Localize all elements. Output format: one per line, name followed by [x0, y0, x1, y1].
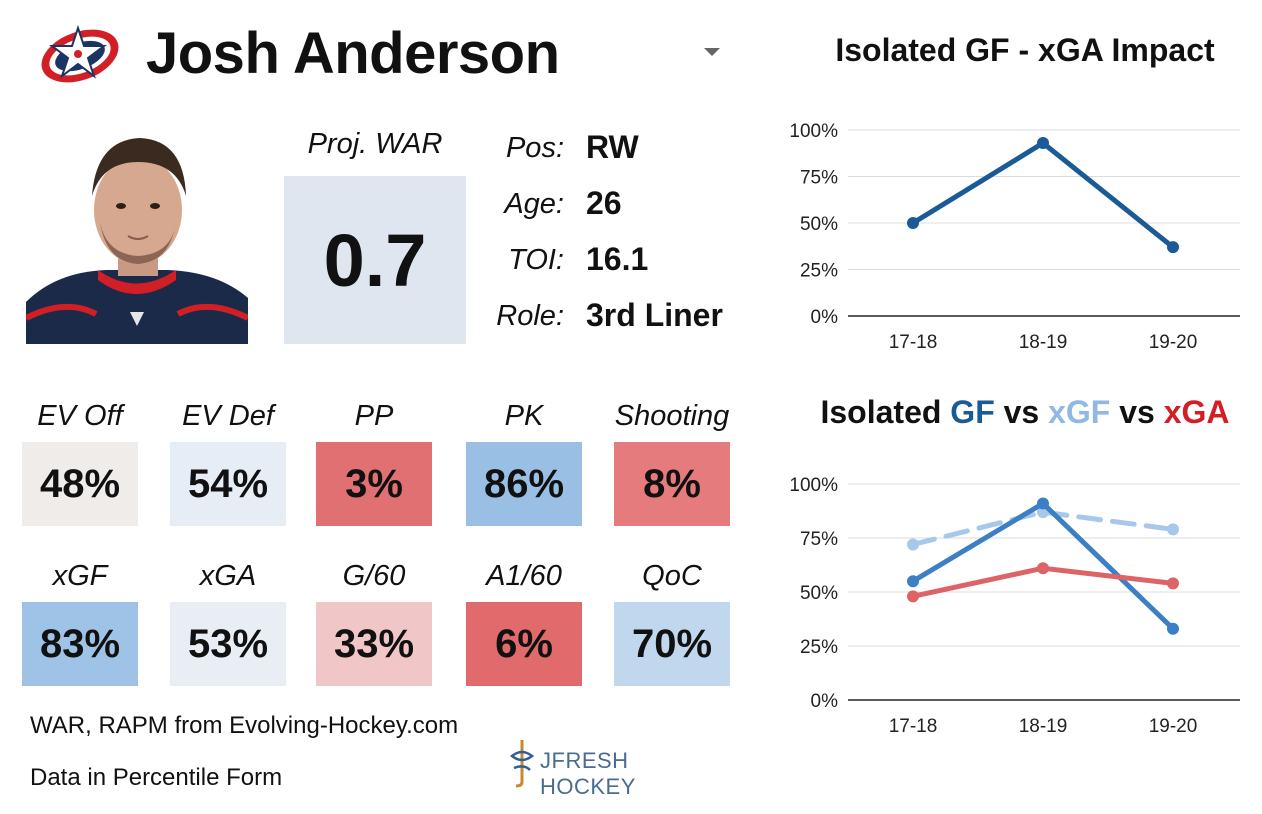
chart2-title-gf: GF: [950, 394, 995, 430]
chart2-title-xga: xGA: [1163, 394, 1230, 430]
chart2-x-tick-label: 18-19: [1019, 716, 1068, 737]
chart1-series-1-point: [1167, 241, 1179, 254]
chart2-y-tick-label: 75%: [800, 529, 838, 550]
stat-box-g60: 33%: [316, 602, 432, 686]
chart1-y-tick-label: 100%: [789, 121, 838, 142]
chart2-y-tick-label: 0%: [811, 691, 839, 712]
stat-box-xga: 53%: [170, 602, 286, 686]
chart2-plot: 0% 25% 50% 75% 100% 17-18 18-19 19-20: [789, 475, 1240, 737]
chart1-plot: 0% 25% 50% 75% 100% 17-18 18-19 19-20: [789, 121, 1240, 353]
stat-label-ev-off: EV Off: [37, 400, 123, 432]
chart2-series-3-point: [1037, 562, 1049, 575]
pos-label: Pos:: [505, 132, 564, 164]
chart1-y-tick-label: 75%: [800, 168, 838, 189]
chart1-series-1-point: [1037, 137, 1049, 150]
chart1-x-tick-label: 19-20: [1149, 332, 1198, 353]
chart1-x-tick-label: 17-18: [889, 332, 938, 353]
chart2-y-tick-label: 50%: [800, 583, 838, 604]
team-logo: [41, 24, 119, 83]
stat-label-a1-60: A1/60: [486, 560, 562, 592]
proj-war-value: 0.7: [284, 176, 466, 344]
stat-label-ev-def: EV Def: [182, 400, 274, 432]
stat-box-pk: 86%: [466, 442, 582, 526]
stat-label-xgf: xGF: [52, 560, 108, 592]
player-name: Josh Anderson: [146, 21, 560, 86]
chart2-series-2-point: [907, 575, 919, 588]
stat-label-pk: PK: [504, 400, 544, 432]
stat-label-shooting: Shooting: [614, 400, 730, 432]
source-credit: WAR, RAPM from Evolving-Hockey.com: [30, 712, 459, 739]
toi-value: 16.1: [586, 241, 649, 277]
chart2-series-2-point: [1167, 622, 1179, 635]
stat-box-pp: 3%: [316, 442, 432, 526]
chart1-x-tick-label: 18-19: [1019, 332, 1068, 353]
chart2-title: Isolated GF vs xGF vs xGA: [800, 394, 1250, 431]
chart2-series-2-point: [1037, 497, 1049, 510]
stat-box-xgf: 83%: [22, 602, 138, 686]
chart1-series-1-point: [907, 217, 919, 229]
chart2-series-3-point: [907, 590, 919, 603]
chart2-series-3-point: [1167, 577, 1179, 590]
chart2-title-part-5: vs: [1110, 394, 1164, 430]
stat-label-xga: xGA: [199, 560, 257, 592]
stat-label-qoc: QoC: [642, 560, 702, 592]
stat-label-pp: PP: [354, 400, 394, 432]
stat-box-ev-def: 54%: [170, 442, 286, 526]
brand-name: JFRESH HOCKEY: [540, 748, 636, 799]
jfresh-logo-icon: [509, 740, 535, 788]
stat-label-g60: G/60: [342, 560, 406, 592]
age-value: 26: [586, 185, 622, 221]
stat-box-a1-60: 6%: [466, 602, 582, 686]
proj-war-label: Proj. WAR: [307, 128, 443, 160]
chart2-title-part-3: vs: [994, 394, 1049, 430]
chart1-y-tick-label: 0%: [811, 307, 839, 328]
brand-logo: JFRESH HOCKEY: [508, 738, 728, 799]
chart2-series-1-point: [907, 538, 919, 551]
chart2-title-xgf: xGF: [1048, 394, 1111, 430]
age-label: Age:: [504, 188, 564, 220]
chart2-x-tick-label: 17-18: [889, 716, 938, 737]
player-photo: [26, 122, 248, 344]
chevron-down-icon[interactable]: [704, 48, 720, 56]
chart2-title-part-1: Isolated: [820, 394, 951, 430]
stat-box-ev-off: 48%: [22, 442, 138, 526]
role-label: Role:: [496, 300, 564, 332]
chart1-title: Isolated GF - xGA Impact: [835, 32, 1215, 68]
chart1-y-tick-label: 25%: [800, 261, 838, 282]
stat-box-qoc: 70%: [614, 602, 730, 686]
chart2-series-1-point: [1167, 523, 1179, 536]
role-value: 3rd Liner: [586, 297, 723, 333]
chart1-y-tick-label: 50%: [800, 214, 838, 235]
chart2-y-tick-label: 25%: [800, 637, 838, 658]
pos-value: RW: [586, 129, 639, 165]
stat-box-shooting: 8%: [614, 442, 730, 526]
chart1-series-1-line: [910, 140, 1176, 250]
data-note: Data in Percentile Form: [30, 764, 283, 791]
chart2-y-tick-label: 100%: [789, 475, 838, 496]
chart2-x-tick-label: 19-20: [1149, 716, 1198, 737]
toi-label: TOI:: [508, 244, 564, 276]
